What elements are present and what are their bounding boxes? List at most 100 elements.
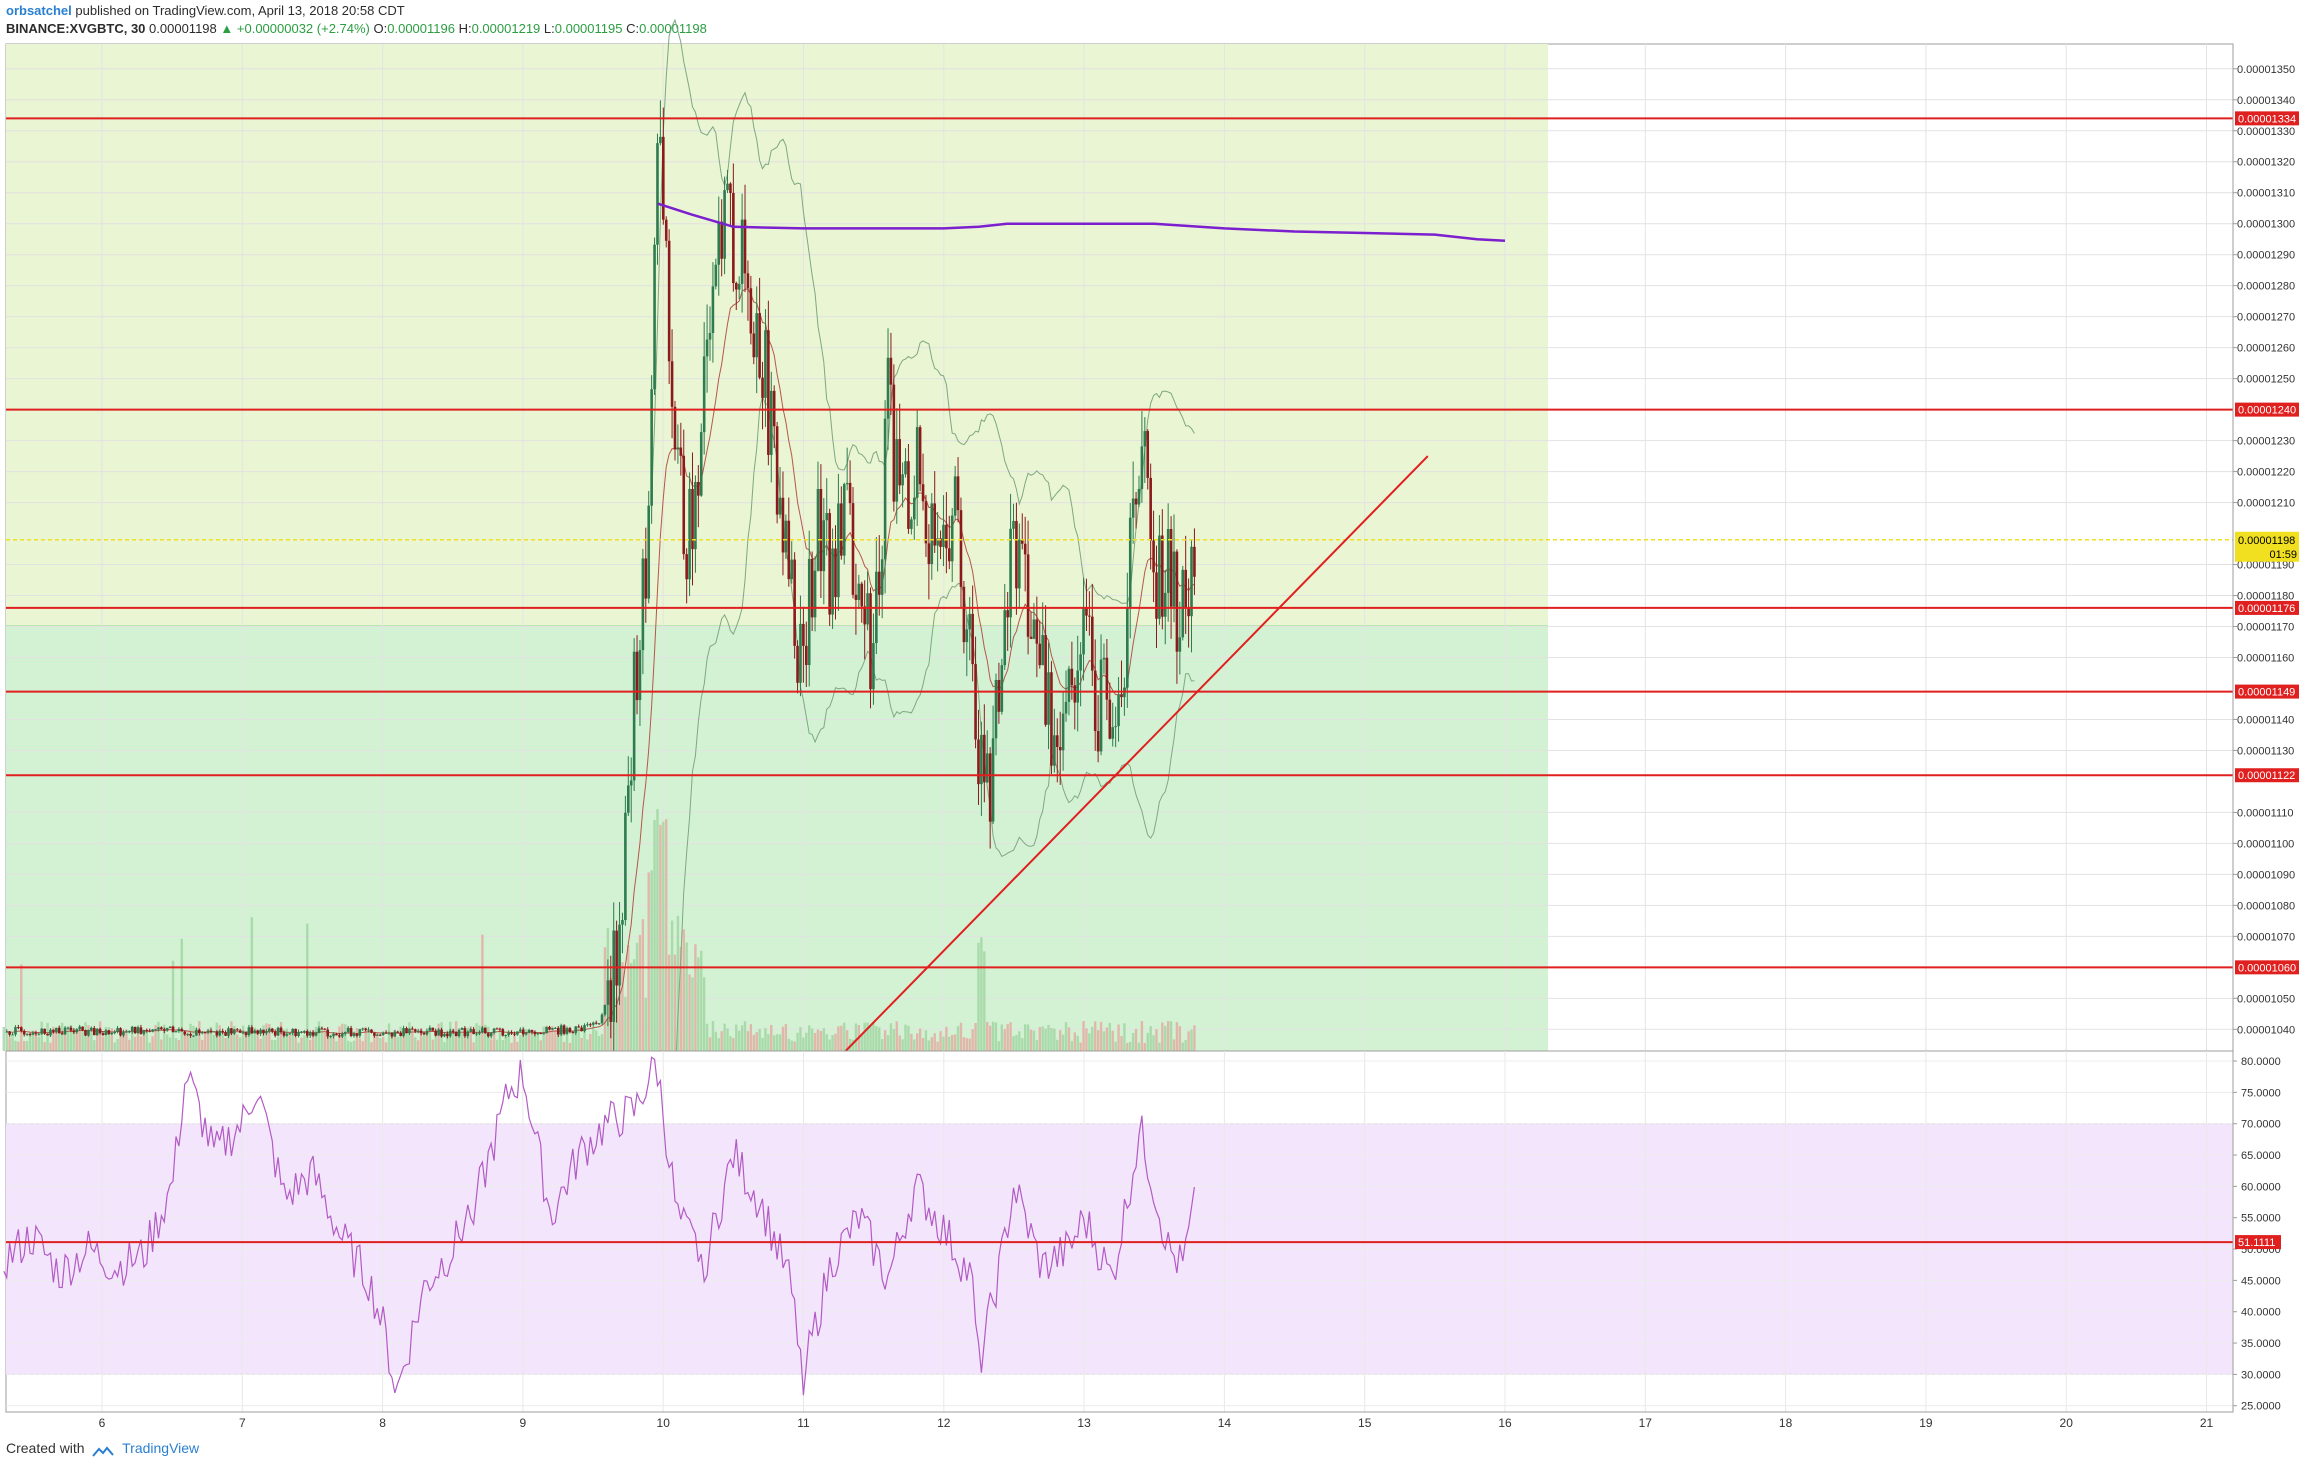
candle-body	[1187, 608, 1190, 617]
volume-bar	[84, 1022, 87, 1051]
candle-body	[673, 406, 677, 450]
lower-target-zone	[6, 626, 1548, 1051]
volume-bar	[1038, 1027, 1041, 1051]
rsi-tag-label: 51.1111	[2238, 1237, 2275, 1249]
volume-bar	[1041, 1026, 1044, 1051]
candle-body	[408, 1028, 411, 1034]
ascending-trendline[interactable]	[844, 455, 1429, 1052]
candle-body	[66, 1027, 70, 1029]
candle-body	[600, 1014, 604, 1024]
candle-body	[1038, 643, 1042, 666]
volume-bar	[878, 1027, 881, 1051]
volume-bar	[1032, 1030, 1036, 1051]
publish-line: orbsatchel published on TradingView.com,…	[6, 2, 2296, 20]
candle-body	[1096, 731, 1100, 752]
candle-body	[729, 183, 732, 193]
volume-bar	[63, 1035, 67, 1051]
volume-bar	[122, 1030, 125, 1051]
candle-body	[562, 1025, 566, 1034]
volume-bar	[110, 1028, 113, 1051]
volume-bar	[81, 1027, 84, 1051]
ohlc-line: BINANCE:XVGBTC, 30 0.00001198 ▲ +0.00000…	[6, 20, 2296, 38]
candle-body	[212, 1031, 216, 1033]
candle-body	[492, 1028, 496, 1033]
candle-body	[930, 503, 934, 565]
candle-body	[790, 559, 794, 580]
candle-body	[956, 476, 960, 511]
candle-body	[679, 447, 683, 456]
volume-bar	[104, 1027, 108, 1051]
volume-bar	[475, 1023, 478, 1051]
candle-body	[1050, 672, 1053, 766]
candle-body	[533, 1031, 537, 1035]
volume-bar	[390, 1037, 394, 1051]
volume-bar	[948, 1036, 951, 1051]
time-axis-ticks: 6 7 8 9 10 11 12 13 14 15 16 17 18 19 20 21	[99, 1416, 2214, 1430]
rsi-line	[3, 1056, 1195, 1396]
volume-bar	[93, 1040, 96, 1051]
candle-body	[381, 1032, 385, 1035]
volume-bar	[1006, 1024, 1009, 1051]
candle-body	[551, 1028, 554, 1030]
candle-body	[802, 623, 805, 646]
tradingview-brand[interactable]: TradingView	[122, 1440, 200, 1456]
volume-bar	[977, 942, 980, 1051]
level-tag-label: 0.00001149	[2238, 687, 2295, 699]
candle-body	[440, 1029, 443, 1037]
volume-bar	[157, 1021, 160, 1051]
candle-body	[714, 264, 718, 287]
time-tick-label: 20	[2060, 1416, 2074, 1430]
candle-body	[448, 1030, 452, 1037]
volume-bar	[484, 1024, 487, 1051]
candle-body	[19, 1027, 23, 1031]
volume-bar	[358, 1038, 362, 1051]
price-tick-label: 0.00001350	[2237, 64, 2295, 76]
volume-bar	[346, 1040, 350, 1051]
candle-body	[586, 1024, 589, 1026]
candle-body	[667, 240, 671, 362]
candle-body	[180, 1029, 184, 1032]
volume-bar	[764, 1028, 767, 1051]
volume-bar	[361, 1041, 364, 1051]
volume-bar	[40, 1021, 43, 1051]
volume-bar	[393, 1029, 397, 1051]
volume-bar	[586, 1039, 589, 1051]
volume-bar	[901, 1039, 904, 1051]
candle-body	[571, 1032, 575, 1034]
candle-body	[676, 447, 680, 450]
candle-body	[323, 1028, 327, 1030]
candle-body	[848, 482, 852, 504]
volume-bar	[43, 1042, 46, 1051]
candle-body	[1020, 539, 1024, 544]
author-link[interactable]: orbsatchel	[6, 3, 72, 18]
candle-body	[1061, 713, 1065, 751]
volume-bar	[291, 1030, 294, 1051]
candle-body	[113, 1032, 116, 1034]
candle-body	[57, 1027, 61, 1034]
candle-body	[244, 1032, 248, 1036]
candle-body	[346, 1027, 350, 1033]
level-price-tags: 0.00001334 0.00001240 0.00001176 0.00001149…	[2235, 111, 2299, 975]
candle-body	[942, 524, 945, 547]
volume-bar	[69, 1024, 73, 1051]
volume-bar	[837, 1026, 840, 1051]
volume-bar	[355, 1028, 359, 1051]
level-tag-box	[2235, 600, 2299, 615]
volume-bar	[758, 1028, 761, 1051]
volume-bar	[1108, 1022, 1112, 1051]
candle-body	[413, 1029, 417, 1032]
price-tick-label: 0.00001140	[2237, 714, 2294, 726]
volume-bar	[662, 821, 665, 1051]
volume-bar	[898, 1035, 901, 1051]
volume-bar	[910, 1033, 913, 1051]
candle-body	[682, 455, 686, 555]
volume-bar	[597, 1035, 601, 1051]
volume-bar	[1175, 1022, 1179, 1051]
candle-body	[276, 1027, 280, 1036]
volume-bar	[116, 1039, 119, 1051]
volume-bar	[1172, 1039, 1176, 1051]
volume-bar	[367, 1030, 370, 1051]
candle-body	[387, 1032, 391, 1034]
volume-bar	[904, 1024, 907, 1051]
